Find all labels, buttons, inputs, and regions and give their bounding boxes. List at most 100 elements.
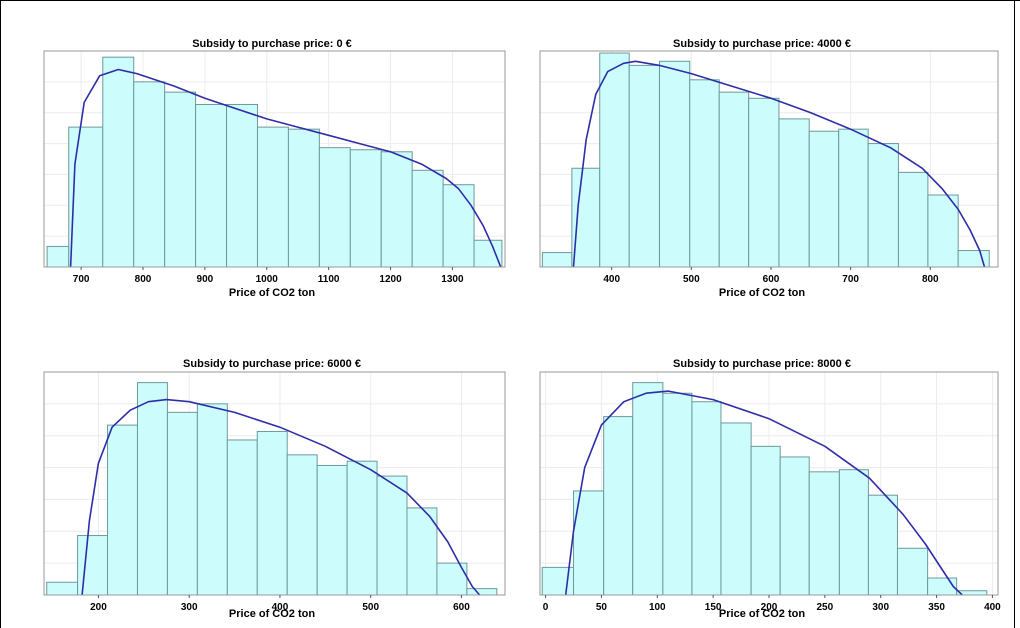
x-tick-label: 500 bbox=[362, 602, 379, 613]
histogram-bar bbox=[927, 194, 959, 268]
histogram-bar bbox=[316, 464, 348, 596]
histogram-bar bbox=[779, 456, 810, 596]
histogram-bar bbox=[778, 118, 810, 268]
x-tick-label: 400 bbox=[984, 602, 1001, 613]
histogram-bar bbox=[691, 401, 722, 596]
frame-top-border bbox=[0, 0, 1020, 1]
plot-border bbox=[43, 371, 506, 596]
histogram-bar bbox=[46, 245, 70, 268]
histogram-panel-subsidy-4000: Subsidy to purchase price: 4000 € Price … bbox=[539, 38, 999, 299]
histogram-bar bbox=[107, 424, 138, 596]
x-tick-label: 900 bbox=[197, 274, 214, 285]
panel-title: Subsidy to purchase price: 4000 € bbox=[673, 38, 851, 50]
x-axis-label: Price of CO2 ton bbox=[229, 287, 315, 299]
x-tick-label: 800 bbox=[922, 274, 939, 285]
histogram-bar bbox=[256, 430, 288, 596]
histogram-bar bbox=[628, 64, 660, 268]
x-axis-label: Price of CO2 ton bbox=[719, 287, 805, 299]
histogram-bar bbox=[632, 382, 664, 596]
density-curve bbox=[564, 390, 963, 596]
histogram-bar bbox=[838, 469, 869, 596]
histogram-bar bbox=[541, 252, 573, 268]
x-tick-label: 700 bbox=[842, 274, 859, 285]
histogram-bar bbox=[748, 97, 780, 268]
histogram-bar bbox=[133, 81, 166, 268]
x-tick-label: 250 bbox=[817, 602, 834, 613]
x-tick-label: 1000 bbox=[256, 274, 279, 285]
histogram-bar bbox=[750, 445, 781, 596]
panel-title: Subsidy to purchase price: 6000 € bbox=[183, 358, 361, 370]
histogram-bar bbox=[256, 126, 289, 268]
histogram-bar bbox=[286, 454, 318, 596]
x-axis-label: Price of CO2 ton bbox=[229, 608, 315, 620]
density-curve bbox=[572, 60, 986, 268]
histogram-bar bbox=[718, 91, 750, 268]
histogram-bar bbox=[136, 382, 168, 596]
x-tick-label: 1100 bbox=[318, 274, 340, 285]
histogram-bar bbox=[896, 547, 929, 596]
histogram-bar bbox=[46, 581, 79, 596]
density-curve bbox=[81, 398, 481, 596]
x-tick-label: 200 bbox=[90, 602, 107, 613]
x-tick-label: 600 bbox=[453, 602, 470, 613]
x-tick-label: 150 bbox=[705, 602, 722, 613]
histogram-bar bbox=[808, 130, 840, 268]
histogram-bar bbox=[195, 103, 228, 268]
histogram-bar bbox=[689, 79, 720, 268]
frame-right-border bbox=[1014, 0, 1015, 628]
plot-border bbox=[539, 50, 999, 268]
histogram-bar bbox=[226, 439, 258, 596]
histogram-bar bbox=[867, 143, 899, 268]
histogram-bar bbox=[442, 184, 475, 268]
histogram-bar bbox=[720, 422, 752, 596]
histogram-bar bbox=[473, 239, 503, 268]
x-tick-label: 600 bbox=[763, 274, 780, 285]
histogram-bar bbox=[164, 91, 197, 268]
histogram-bar bbox=[662, 392, 693, 596]
panel-title: Subsidy to purchase price: 0 € bbox=[192, 38, 352, 50]
histogram-bar bbox=[318, 147, 351, 268]
x-tick-label: 350 bbox=[928, 602, 945, 613]
histogram-bar bbox=[166, 411, 198, 596]
x-tick-label: 0 bbox=[543, 602, 549, 613]
histogram-bar bbox=[466, 588, 498, 596]
x-tick-label: 1200 bbox=[379, 274, 402, 285]
x-tick-label: 200 bbox=[761, 602, 778, 613]
histogram-bar bbox=[808, 471, 840, 596]
histogram-bar bbox=[411, 169, 444, 268]
histogram-bar bbox=[573, 490, 605, 596]
histogram-bar bbox=[603, 416, 634, 596]
histogram-bar bbox=[838, 128, 869, 268]
histogram-bar bbox=[380, 151, 413, 268]
histogram-bar bbox=[226, 103, 258, 268]
frame-left-border bbox=[0, 0, 1, 628]
x-tick-label: 400 bbox=[603, 274, 620, 285]
histogram-bar bbox=[349, 149, 382, 268]
histogram-bar bbox=[346, 460, 378, 596]
histogram-bar bbox=[287, 128, 320, 268]
histogram-bar bbox=[599, 52, 630, 268]
histogram-bar bbox=[897, 171, 929, 268]
histogram-bar bbox=[658, 60, 691, 268]
plot-border bbox=[43, 50, 506, 268]
x-tick-label: 300 bbox=[181, 602, 198, 613]
histogram-panel-subsidy-0: Subsidy to purchase price: 0 € Price of … bbox=[43, 38, 506, 299]
histogram-bar bbox=[77, 535, 109, 596]
x-tick-label: 1300 bbox=[441, 274, 464, 285]
histogram-bar bbox=[927, 577, 958, 596]
x-tick-label: 100 bbox=[649, 602, 666, 613]
histogram-bar bbox=[196, 403, 228, 596]
x-tick-label: 50 bbox=[596, 602, 608, 613]
histogram-panel-subsidy-6000: Subsidy to purchase price: 6000 € Price … bbox=[43, 358, 506, 620]
histogram-bar bbox=[376, 475, 408, 596]
x-tick-label: 400 bbox=[272, 602, 289, 613]
histogram-bar bbox=[68, 126, 104, 268]
panel-title: Subsidy to purchase price: 8000 € bbox=[673, 358, 851, 370]
density-curve bbox=[69, 68, 502, 268]
x-tick-label: 500 bbox=[683, 274, 700, 285]
x-tick-label: 300 bbox=[872, 602, 889, 613]
x-axis-label: Price of CO2 ton bbox=[719, 608, 805, 620]
histogram-panel-subsidy-8000: Subsidy to purchase price: 8000 € Price … bbox=[539, 358, 1001, 620]
